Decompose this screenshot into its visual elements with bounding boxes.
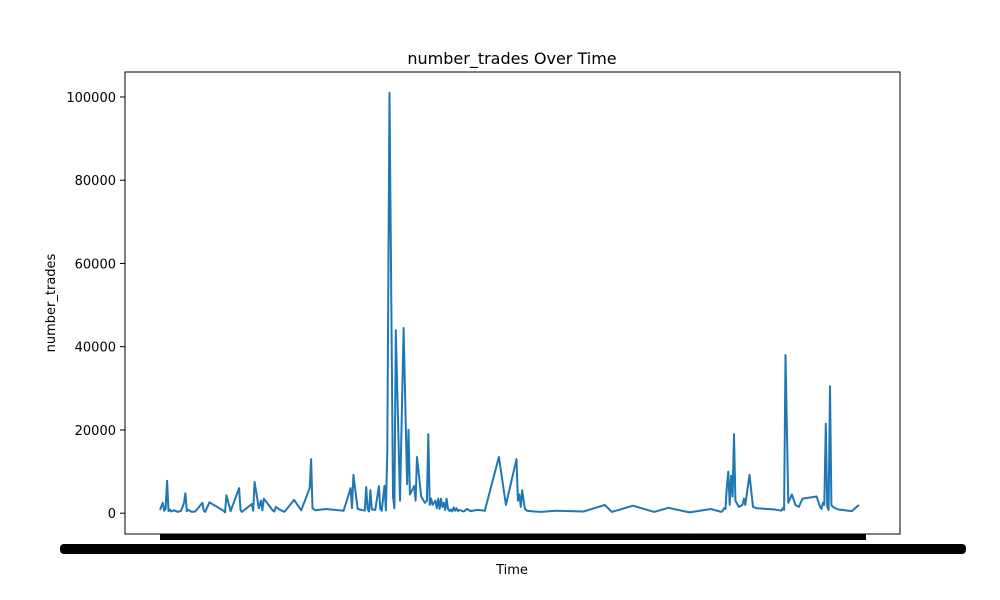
y-tick-label: 40000 xyxy=(75,341,116,356)
x-tick-marks-band xyxy=(160,534,866,540)
y-axis-ticks: 0 20000 40000 60000 80000 100000 xyxy=(66,91,125,522)
y-tick-label: 80000 xyxy=(75,174,116,189)
y-tick-label: 60000 xyxy=(75,257,116,272)
x-axis-label: Time xyxy=(495,563,528,578)
y-tick-label: 100000 xyxy=(66,91,116,106)
y-axis-label: number_trades xyxy=(44,253,59,352)
x-axis-ticks xyxy=(60,534,966,554)
chart-title: number_trades Over Time xyxy=(407,49,616,69)
y-tick-label: 20000 xyxy=(75,424,116,439)
x-tick-labels-band xyxy=(60,544,966,554)
y-tick-label: 0 xyxy=(108,507,116,522)
series-line-number-trades xyxy=(159,91,860,514)
